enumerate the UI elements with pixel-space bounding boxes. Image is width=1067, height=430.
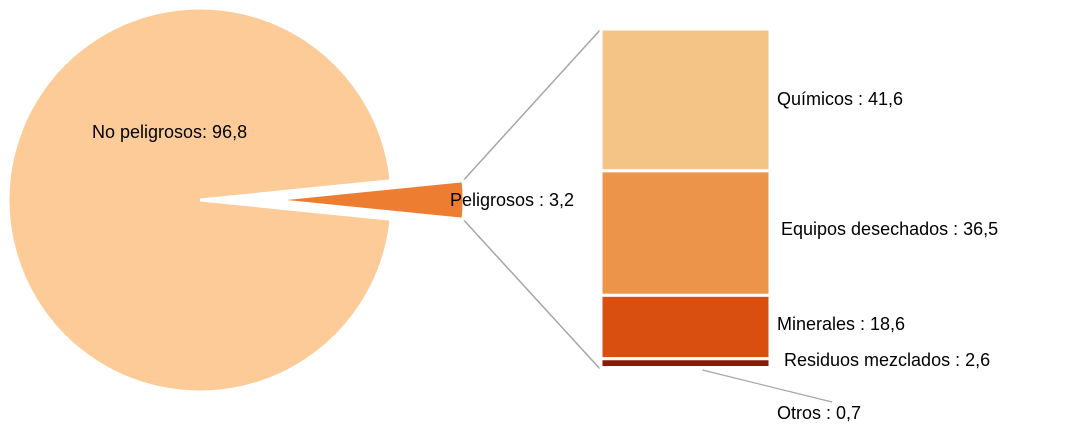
bar-label-residuos-mezclados: Residuos mezclados : 2,6	[784, 350, 990, 370]
connector-lines	[462, 28, 602, 371]
pie-label-peligrosos: Peligrosos : 3,2	[450, 190, 574, 210]
bar-segment-minerales	[599, 293, 772, 361]
pie-slice-no-peligrosos	[6, 6, 393, 394]
bar-segment-quimicos	[599, 27, 772, 173]
bar-label-equipos-desechados: Equipos desechados : 36,5	[781, 219, 998, 239]
bar-segment-otros	[599, 366, 772, 372]
bar-segment-equipos-desechados	[599, 169, 772, 297]
bar-label-minerales: Minerales : 18,6	[777, 314, 905, 334]
pie	[6, 6, 466, 394]
bar-label-otros: Otros : 0,7	[777, 403, 861, 423]
connector-line-top	[462, 28, 602, 182]
connector-line-bottom	[462, 218, 602, 371]
data-labels: No peligrosos: 96,8 Peligrosos : 3,2 Quími…	[92, 89, 998, 423]
leader-line-otros	[702, 369, 833, 403]
bar-label-quimicos: Químicos : 41,6	[777, 89, 903, 109]
pie-label-no-peligrosos: No peligrosos: 96,8	[92, 122, 247, 142]
stacked-bar	[599, 27, 772, 372]
pie-slice-peligrosos	[271, 179, 466, 221]
